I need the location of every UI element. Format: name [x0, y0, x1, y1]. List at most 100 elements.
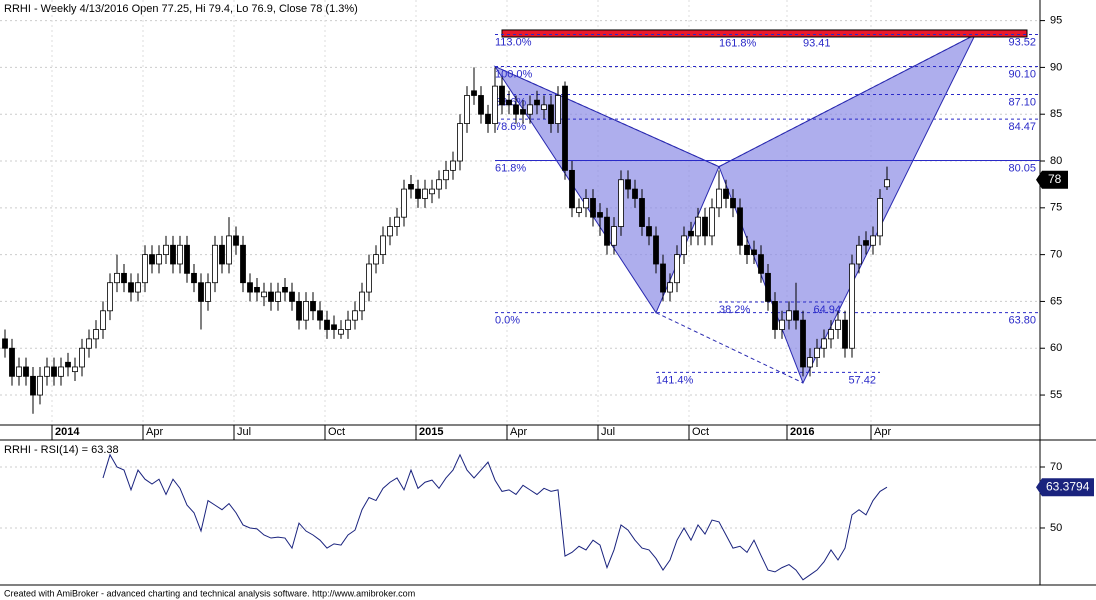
candle-body — [674, 254, 680, 284]
candle-body — [86, 338, 92, 349]
candle-body — [16, 366, 22, 377]
candle-body — [163, 244, 169, 256]
fib-percent: 38.2% — [719, 304, 750, 316]
candle-body — [884, 179, 890, 188]
candle-body — [37, 375, 43, 396]
candle-body — [380, 235, 386, 256]
y-tick-label: 85 — [1050, 108, 1062, 120]
pattern-diagonal — [494, 66, 720, 168]
candle-body — [478, 95, 484, 115]
x-tick-label: Oct — [692, 426, 709, 438]
candle-body — [604, 216, 610, 246]
candle-body — [191, 272, 197, 284]
candle-body — [856, 244, 862, 265]
candle-body — [436, 179, 442, 190]
candle-body — [51, 366, 57, 377]
candle-body — [485, 113, 491, 124]
candle-body — [772, 301, 778, 330]
candle-body — [667, 282, 673, 293]
y-tick-label: 90 — [1050, 61, 1062, 73]
fib-price: 64.94 — [813, 304, 841, 316]
candle-body — [611, 226, 617, 246]
fib-percent: 0.0% — [495, 315, 520, 327]
candle-body — [471, 90, 477, 96]
candle-body — [359, 291, 365, 312]
candle-body — [128, 282, 134, 293]
candle-body — [786, 310, 792, 321]
fib-percent: 61.8% — [495, 162, 526, 174]
candle-body — [240, 244, 246, 284]
x-tick-label: Apr — [874, 426, 891, 438]
candle-body — [373, 254, 379, 265]
candle-body — [429, 188, 435, 195]
fib-percent: 161.8% — [719, 37, 757, 49]
candle-body — [2, 338, 8, 349]
candle-body — [282, 286, 288, 293]
candle-body — [464, 95, 470, 124]
fib-percent: 141.4% — [656, 374, 694, 386]
y-tick-label: 75 — [1050, 202, 1062, 214]
fib-price: 80.05 — [1008, 162, 1036, 174]
candle-body — [296, 301, 302, 321]
candle-body — [44, 366, 50, 377]
candle-body — [702, 216, 708, 237]
candle-body — [534, 99, 540, 106]
fib-price: 57.42 — [848, 374, 876, 386]
y-tick-label: 80 — [1050, 155, 1062, 167]
candle-body — [814, 347, 820, 358]
candle-body — [401, 188, 407, 218]
candle-body — [835, 319, 841, 330]
candle-body — [520, 109, 526, 115]
candle-body — [268, 291, 274, 302]
candle-body — [758, 254, 764, 274]
y-tick-label: 95 — [1050, 15, 1062, 27]
candle-body — [632, 188, 638, 199]
candle-body — [660, 263, 666, 293]
candle-body — [863, 240, 869, 246]
last-value-box — [1036, 478, 1094, 497]
candle-body — [149, 254, 155, 265]
candle-body — [807, 357, 813, 368]
fib-price: 93.52 — [1008, 36, 1036, 48]
candle-body — [100, 310, 106, 330]
x-tick-label: Apr — [146, 426, 163, 438]
candle-body — [723, 188, 729, 199]
candle-body — [226, 235, 232, 265]
candle-body — [135, 282, 141, 293]
candle-body — [324, 319, 330, 330]
candle-body — [415, 188, 421, 199]
last-price-label: 78 — [1048, 172, 1062, 186]
x-tick-label: 2014 — [55, 426, 80, 438]
candle-body — [114, 272, 120, 284]
candle-body — [751, 249, 757, 256]
candle-body — [345, 319, 351, 330]
candle-body — [9, 347, 15, 377]
rsi-line — [102, 453, 888, 581]
rsi-title: RRHI - RSI(14) = 63.38 — [4, 444, 119, 456]
candle-body — [618, 179, 624, 227]
target-zone — [501, 29, 1028, 38]
y-tick-label: 50 — [1050, 522, 1062, 534]
candle-body — [366, 263, 372, 293]
candle-body — [849, 263, 855, 349]
pattern-diagonal — [655, 312, 804, 384]
candle-body — [310, 301, 316, 312]
candle-body — [576, 207, 582, 213]
candle-body — [555, 95, 561, 124]
candle-body — [247, 282, 253, 293]
candle-body — [261, 291, 267, 298]
candle-body — [289, 291, 295, 302]
candle-body — [303, 301, 309, 321]
candle-body — [30, 375, 36, 396]
candle-body — [121, 272, 127, 284]
candle-body — [744, 244, 750, 256]
candle-body — [590, 198, 596, 218]
candle-body — [681, 235, 687, 256]
candle-body — [583, 198, 589, 209]
candle-body — [65, 361, 71, 368]
fib-price: 90.10 — [1008, 68, 1036, 80]
candle-body — [352, 310, 358, 321]
candle-body — [394, 216, 400, 227]
candle-body — [492, 85, 498, 124]
